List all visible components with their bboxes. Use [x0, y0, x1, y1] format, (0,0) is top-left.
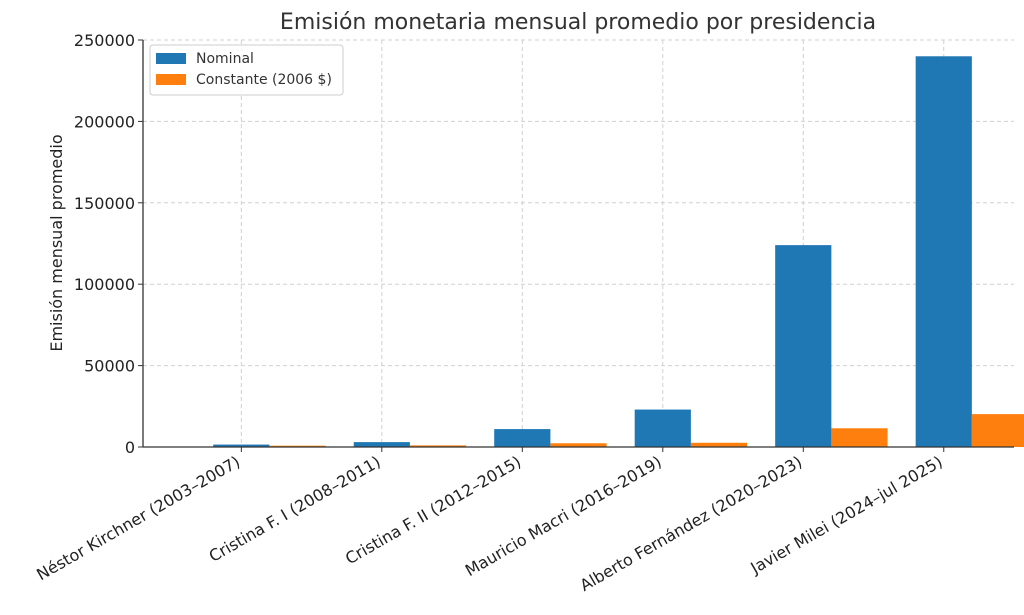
- x-tick-label: Alberto Fernández (2020–2023): [577, 452, 806, 595]
- legend-swatch-1: [156, 74, 186, 85]
- y-tick-label: 150000: [74, 194, 135, 213]
- y-axis-label: Emisión mensual promedio: [47, 134, 66, 351]
- grid-lines: [143, 39, 1014, 448]
- legend: Nominal Constante (2006 $): [149, 44, 344, 96]
- legend-label-1: Constante (2006 $): [196, 72, 332, 88]
- y-tick-labels: 0 50000 100000 150000 200000 250000: [74, 31, 135, 457]
- bar-nominal-5: [915, 56, 972, 447]
- bar-constante-5: [971, 414, 1024, 447]
- y-tick-label: 250000: [74, 31, 135, 50]
- x-tick-labels: Néstor Kirchner (2003–2007)Cristina F. I…: [33, 452, 945, 595]
- y-tick-label: 0: [125, 438, 135, 457]
- bar-constante-4: [831, 428, 888, 447]
- bar-constante-1: [409, 445, 467, 447]
- bar-constante-0: [269, 445, 326, 447]
- bar-nominal-0: [213, 444, 270, 447]
- x-tick-label: Néstor Kirchner (2003–2007): [33, 452, 243, 584]
- axes: [138, 39, 1014, 452]
- bar-nominal-4: [775, 245, 832, 447]
- chart-title: Emisión monetaria mensual promedio por p…: [280, 10, 876, 35]
- bar-constante-3: [690, 442, 748, 447]
- bars: [213, 56, 1024, 447]
- bar-constante-2: [550, 443, 607, 447]
- y-tick-label: 100000: [74, 275, 135, 294]
- legend-label-0: Nominal: [196, 51, 254, 67]
- y-tick-label: 50000: [84, 357, 135, 376]
- y-tick-label: 200000: [74, 112, 135, 131]
- legend-swatch-0: [156, 53, 186, 64]
- bar-nominal-2: [494, 429, 551, 447]
- bar-nominal-3: [634, 409, 691, 447]
- bar-nominal-1: [353, 442, 410, 447]
- legend-box: [149, 44, 344, 96]
